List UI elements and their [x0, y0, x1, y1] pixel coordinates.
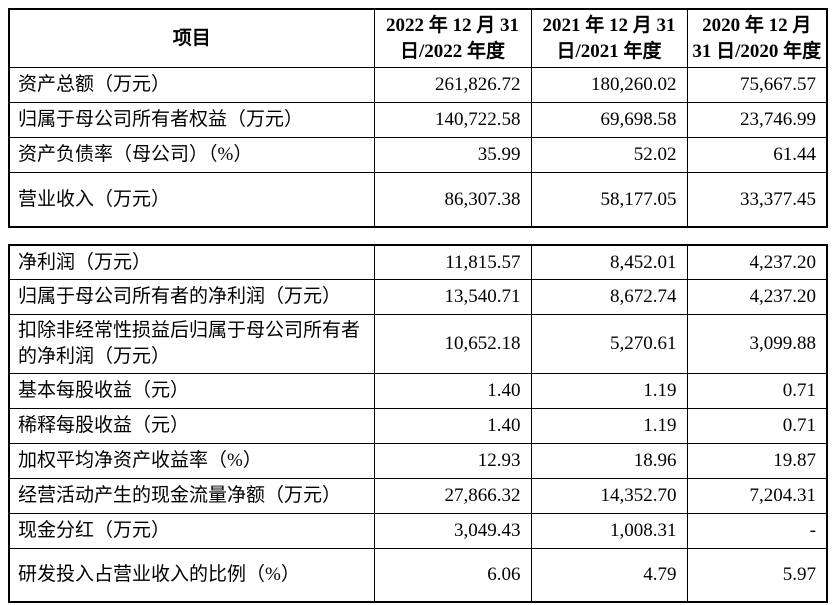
value-cell: 1.40 [373, 372, 532, 409]
value-cell: 4.79 [530, 547, 688, 603]
value-cell: 8,672.74 [530, 279, 688, 316]
value-cell: - [686, 512, 828, 549]
header-period-2022: 2022 年 12 月 31 日/2022 年度 [373, 8, 532, 69]
table-row: 净利润（万元） 11,815.57 8,452.01 4,237.20 [8, 244, 828, 281]
value-cell: 1,008.31 [530, 512, 688, 549]
table-row: 资产总额（万元） 261,826.72 180,260.02 75,667.57 [8, 67, 828, 104]
value-cell: 4,237.20 [686, 279, 828, 316]
row-label: 资产总额（万元） [8, 67, 375, 104]
value-cell: 1.40 [373, 407, 532, 444]
value-cell: 18.96 [530, 442, 688, 479]
table-header-row: 项目 2022 年 12 月 31 日/2022 年度 2021 年 12 月 … [8, 8, 828, 69]
value-cell: 52.02 [530, 137, 688, 174]
value-cell: 8,452.01 [530, 244, 688, 281]
value-cell: 180,260.02 [530, 67, 688, 104]
value-cell: 10,652.18 [373, 314, 532, 374]
value-cell: 35.99 [373, 137, 532, 174]
value-cell: 5.97 [686, 547, 828, 603]
row-label: 研发投入占营业收入的比例（%） [8, 547, 375, 603]
header-period-2021: 2021 年 12 月 31 日/2021 年度 [530, 8, 688, 69]
table-row: 研发投入占营业收入的比例（%） 6.06 4.79 5.97 [8, 547, 828, 603]
table-row: 经营活动产生的现金流量净额（万元） 27,866.32 14,352.70 7,… [8, 477, 828, 514]
value-cell: 5,270.61 [530, 314, 688, 374]
value-cell: 7,204.31 [686, 477, 828, 514]
financial-table-bottom: 净利润（万元） 11,815.57 8,452.01 4,237.20 归属于母… [8, 243, 828, 604]
table-row: 基本每股收益（元） 1.40 1.19 0.71 [8, 372, 828, 409]
row-label: 扣除非经常性损益后归属于母公司所有者的净利润（万元） [8, 314, 375, 374]
table-row: 资产负债率（母公司）（%） 35.99 52.02 61.44 [8, 137, 828, 174]
value-cell: 6.06 [373, 547, 532, 603]
value-cell: 58,177.05 [530, 172, 688, 228]
table-row: 归属于母公司所有者权益（万元） 140,722.58 69,698.58 23,… [8, 102, 828, 139]
value-cell: 14,352.70 [530, 477, 688, 514]
value-cell: 1.19 [530, 372, 688, 409]
header-item-column: 项目 [8, 8, 375, 69]
value-cell: 19.87 [686, 442, 828, 479]
value-cell: 0.71 [686, 407, 828, 444]
table-row: 加权平均净资产收益率（%） 12.93 18.96 19.87 [8, 442, 828, 479]
row-label: 基本每股收益（元） [8, 372, 375, 409]
value-cell: 13,540.71 [373, 279, 532, 316]
value-cell: 3,099.88 [686, 314, 828, 374]
value-cell: 33,377.45 [686, 172, 828, 228]
value-cell: 12.93 [373, 442, 532, 479]
row-label: 归属于母公司所有者权益（万元） [8, 102, 375, 139]
row-label: 加权平均净资产收益率（%） [8, 442, 375, 479]
value-cell: 86,307.38 [373, 172, 532, 228]
row-label: 营业收入（万元） [8, 172, 375, 228]
row-label: 净利润（万元） [8, 244, 375, 281]
row-label: 稀释每股收益（元） [8, 407, 375, 444]
table-row: 现金分红（万元） 3,049.43 1,008.31 - [8, 512, 828, 549]
value-cell: 4,237.20 [686, 244, 828, 281]
value-cell: 27,866.32 [373, 477, 532, 514]
row-label: 归属于母公司所有者的净利润（万元） [8, 279, 375, 316]
table-row: 营业收入（万元） 86,307.38 58,177.05 33,377.45 [8, 172, 828, 228]
table-row: 稀释每股收益（元） 1.40 1.19 0.71 [8, 407, 828, 444]
value-cell: 61.44 [686, 137, 828, 174]
table-row: 扣除非经常性损益后归属于母公司所有者的净利润（万元） 10,652.18 5,2… [8, 314, 828, 374]
financial-table-top: 项目 2022 年 12 月 31 日/2022 年度 2021 年 12 月 … [8, 8, 828, 228]
value-cell: 69,698.58 [530, 102, 688, 139]
value-cell: 11,815.57 [373, 244, 532, 281]
value-cell: 140,722.58 [373, 102, 532, 139]
row-label: 资产负债率（母公司）（%） [8, 137, 375, 174]
value-cell: 0.71 [686, 372, 828, 409]
table-row: 归属于母公司所有者的净利润（万元） 13,540.71 8,672.74 4,2… [8, 279, 828, 316]
row-label: 经营活动产生的现金流量净额（万元） [8, 477, 375, 514]
value-cell: 261,826.72 [373, 67, 532, 104]
value-cell: 3,049.43 [373, 512, 532, 549]
value-cell: 75,667.57 [686, 67, 828, 104]
value-cell: 1.19 [530, 407, 688, 444]
row-label: 现金分红（万元） [8, 512, 375, 549]
header-period-2020: 2020 年 12 月 31 日/2020 年度 [686, 8, 828, 69]
table-separator [8, 228, 826, 244]
value-cell: 23,746.99 [686, 102, 828, 139]
